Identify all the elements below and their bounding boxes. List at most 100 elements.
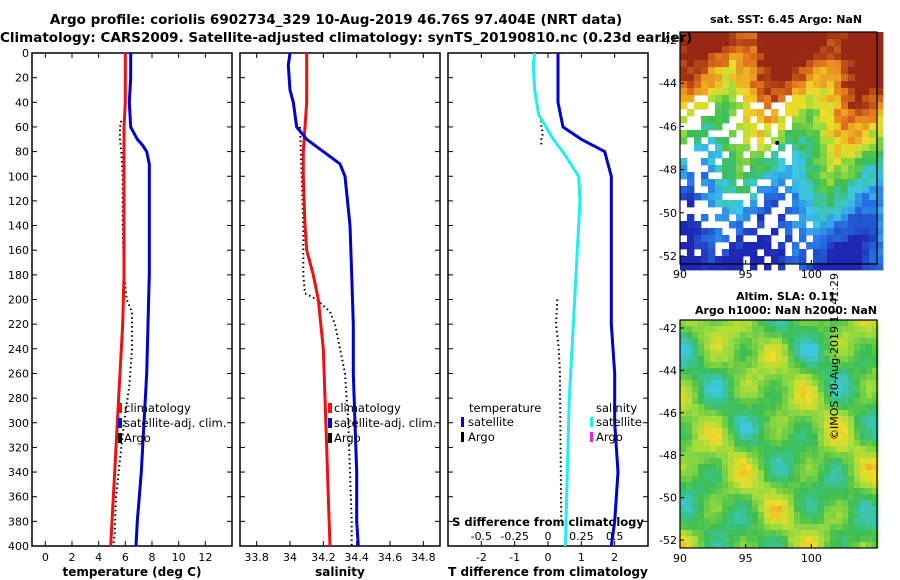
map-cell [860,356,867,363]
map-cell [872,536,879,543]
y-tick-label: 0 [22,47,29,60]
map-cell [680,332,687,339]
map-cell [757,172,765,180]
x-tick-label: 34.2 [311,551,336,564]
map-cell [782,392,789,399]
map-cell [692,446,699,453]
map-cell [757,235,765,243]
map-cell [806,386,813,393]
map-cell [770,536,777,543]
map-cell [869,207,877,215]
map-cell [866,410,873,417]
map-cell [722,458,729,465]
map-cell [716,476,723,483]
map-cell [686,326,693,333]
map-cell [854,362,861,369]
map-cell [854,434,861,441]
map-cell [757,46,765,54]
map-cell [872,506,879,513]
map-cell [848,193,856,201]
map-cell [715,179,723,187]
map-cell [842,542,849,549]
map-cell [743,95,751,103]
map-cell [872,464,879,471]
map-cell [692,338,699,345]
map-cell [722,214,730,222]
map-cell [806,102,814,110]
map-cell [728,464,735,471]
map-cell [764,356,771,363]
map-cell [722,536,729,543]
map-cell [728,362,735,369]
map-cell [876,123,884,131]
map-cell [692,410,699,417]
map-cell [866,476,873,483]
map-cell [782,410,789,417]
map-cell [799,249,807,257]
map-cell [750,95,758,103]
map-cell [770,476,777,483]
map-cell [812,446,819,453]
map-cell [680,542,687,549]
map-cell [824,464,831,471]
map-cell [860,326,867,333]
map-cell [722,362,729,369]
map-cell [698,470,705,477]
map-cell [708,179,716,187]
map-cell [757,130,765,138]
map-cell [686,506,693,513]
map-cell [770,350,777,357]
map-cell [771,165,779,173]
map-cell [758,386,765,393]
y-tick-label: 120 [8,195,29,208]
map-cell [734,350,741,357]
map-cell [686,452,693,459]
x2-tick-label: -0.25 [500,530,528,543]
map-cell [722,46,730,54]
map-cell [876,95,884,103]
map-cell [869,53,877,61]
map-cell [800,542,807,549]
map-cell [806,81,814,89]
map-cell [758,482,765,489]
map-cell [758,524,765,531]
map-cell [834,95,842,103]
map-cell [680,380,687,387]
map-cell [771,39,779,47]
map-cell [692,452,699,459]
map-cell [698,542,705,549]
map-cell [716,542,723,549]
map-cell [740,464,747,471]
map-cell [743,158,751,166]
map-cell [872,338,879,345]
map-cell [869,95,877,103]
map-cell [764,458,771,465]
map-cell [848,200,856,208]
map-cell [770,410,777,417]
map-cell [680,440,687,447]
map-cell [799,130,807,138]
map-cell [708,95,716,103]
map-cell [792,81,800,89]
map-cell [680,263,688,271]
map-cell [794,458,801,465]
map-cell [812,518,819,525]
map-cell [834,235,842,243]
map-cell [792,130,800,138]
map-cell [813,53,821,61]
map-cell [862,81,870,89]
map-cell [694,67,702,75]
map-cell [743,88,751,96]
map-cell [806,536,813,543]
x-tick-label: 34 [283,551,297,564]
map-cell [692,542,699,549]
map-cell [788,500,795,507]
map-cell [776,494,783,501]
map-cell [716,326,723,333]
map-cell [836,392,843,399]
map-cell [824,506,831,513]
map-cell [778,32,786,40]
map-cell [736,53,744,61]
map-cell [869,249,877,257]
map-cell [729,207,737,215]
